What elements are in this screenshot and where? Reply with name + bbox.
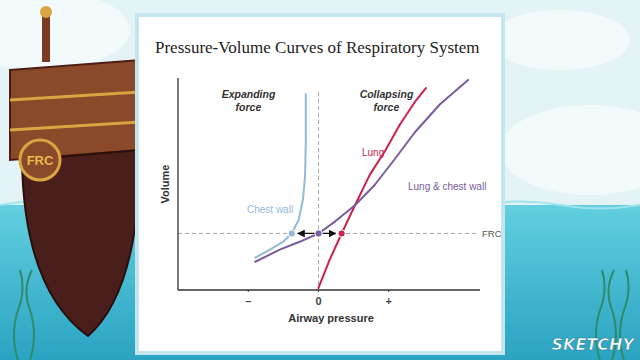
annotation-line: Expanding	[222, 88, 276, 100]
hline	[178, 233, 476, 234]
hline-label: FRC	[482, 228, 502, 239]
y-axis-label: Volume	[159, 165, 171, 204]
annotation-line: force	[236, 101, 262, 113]
annotation-line: force	[374, 101, 400, 113]
frc-point	[338, 230, 345, 237]
title: Pressure-Volume Curves of Respiratory Sy…	[155, 38, 480, 57]
series-label: Chest wall	[247, 204, 293, 215]
seaweed	[14, 270, 23, 360]
series-label: Lung	[362, 147, 384, 158]
annotation-line: Collapsing	[360, 88, 414, 100]
x-tick	[318, 290, 319, 292]
boat-mast	[42, 12, 50, 62]
x-tick-label: +	[385, 295, 391, 307]
cloud	[490, 10, 630, 70]
boat-label: FRC	[27, 153, 54, 168]
logo: SKETCHY	[552, 335, 636, 354]
boat-mast-top	[40, 6, 52, 18]
boat-trim	[10, 92, 140, 100]
frc-point	[288, 230, 295, 237]
x-tick	[248, 290, 249, 292]
boat-badge	[20, 140, 60, 180]
x-tick-label: 0	[315, 295, 321, 307]
series-label: Lung & chest wall	[408, 181, 486, 192]
card	[137, 15, 503, 353]
cloud	[500, 105, 640, 195]
annotation: Expandingforce	[222, 88, 276, 113]
seaweed	[26, 270, 34, 360]
annotation: Collapsingforce	[360, 88, 414, 113]
chart-svg: FRC SKETCHY Pressure-Volume Curves of Resp…	[0, 0, 640, 360]
x-axis-label: Airway pressure	[288, 312, 374, 324]
x-tick	[388, 290, 389, 292]
frc-point	[315, 230, 322, 237]
x-axis	[178, 289, 480, 290]
y-axis	[177, 78, 178, 290]
vline	[318, 92, 319, 290]
series-line	[255, 80, 468, 262]
cloud	[0, 0, 130, 70]
x-tick-label: –	[245, 295, 251, 307]
boat-trim	[10, 122, 140, 130]
